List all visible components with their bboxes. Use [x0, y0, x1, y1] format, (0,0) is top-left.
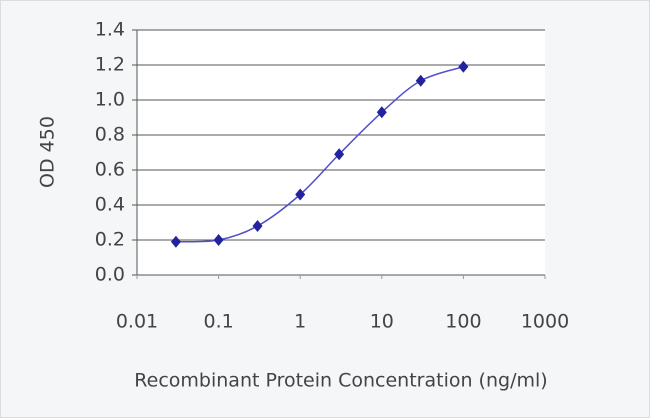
marker	[170, 235, 181, 248]
y-tick-label: 1.2	[95, 54, 125, 76]
marker	[376, 106, 387, 119]
y-tick-label: 0.8	[95, 124, 125, 146]
x-tick-label: 10	[370, 311, 394, 333]
marker	[415, 74, 426, 87]
x-tick-label: 1000	[521, 311, 569, 333]
y-axis-label: OD 450	[37, 116, 59, 188]
x-tick-label: 0.1	[203, 311, 233, 333]
y-tick-label: 0.4	[95, 194, 125, 216]
y-tick-label: 0.2	[95, 229, 125, 251]
x-axis-label: Recombinant Protein Concentration (ng/ml…	[134, 370, 547, 392]
x-tick-label: 100	[445, 311, 481, 333]
marker	[295, 188, 306, 201]
marker	[252, 220, 263, 232]
y-tick-label: 1.0	[95, 89, 125, 111]
marker	[334, 148, 345, 161]
x-tick-label: 0.01	[116, 311, 158, 333]
marker	[213, 234, 224, 246]
y-tick-label: 1.4	[95, 19, 125, 41]
y-tick-label: 0.6	[95, 159, 125, 181]
marker	[458, 60, 469, 73]
x-tick-label: 1	[294, 311, 306, 333]
y-tick-label: 0.0	[95, 264, 125, 286]
